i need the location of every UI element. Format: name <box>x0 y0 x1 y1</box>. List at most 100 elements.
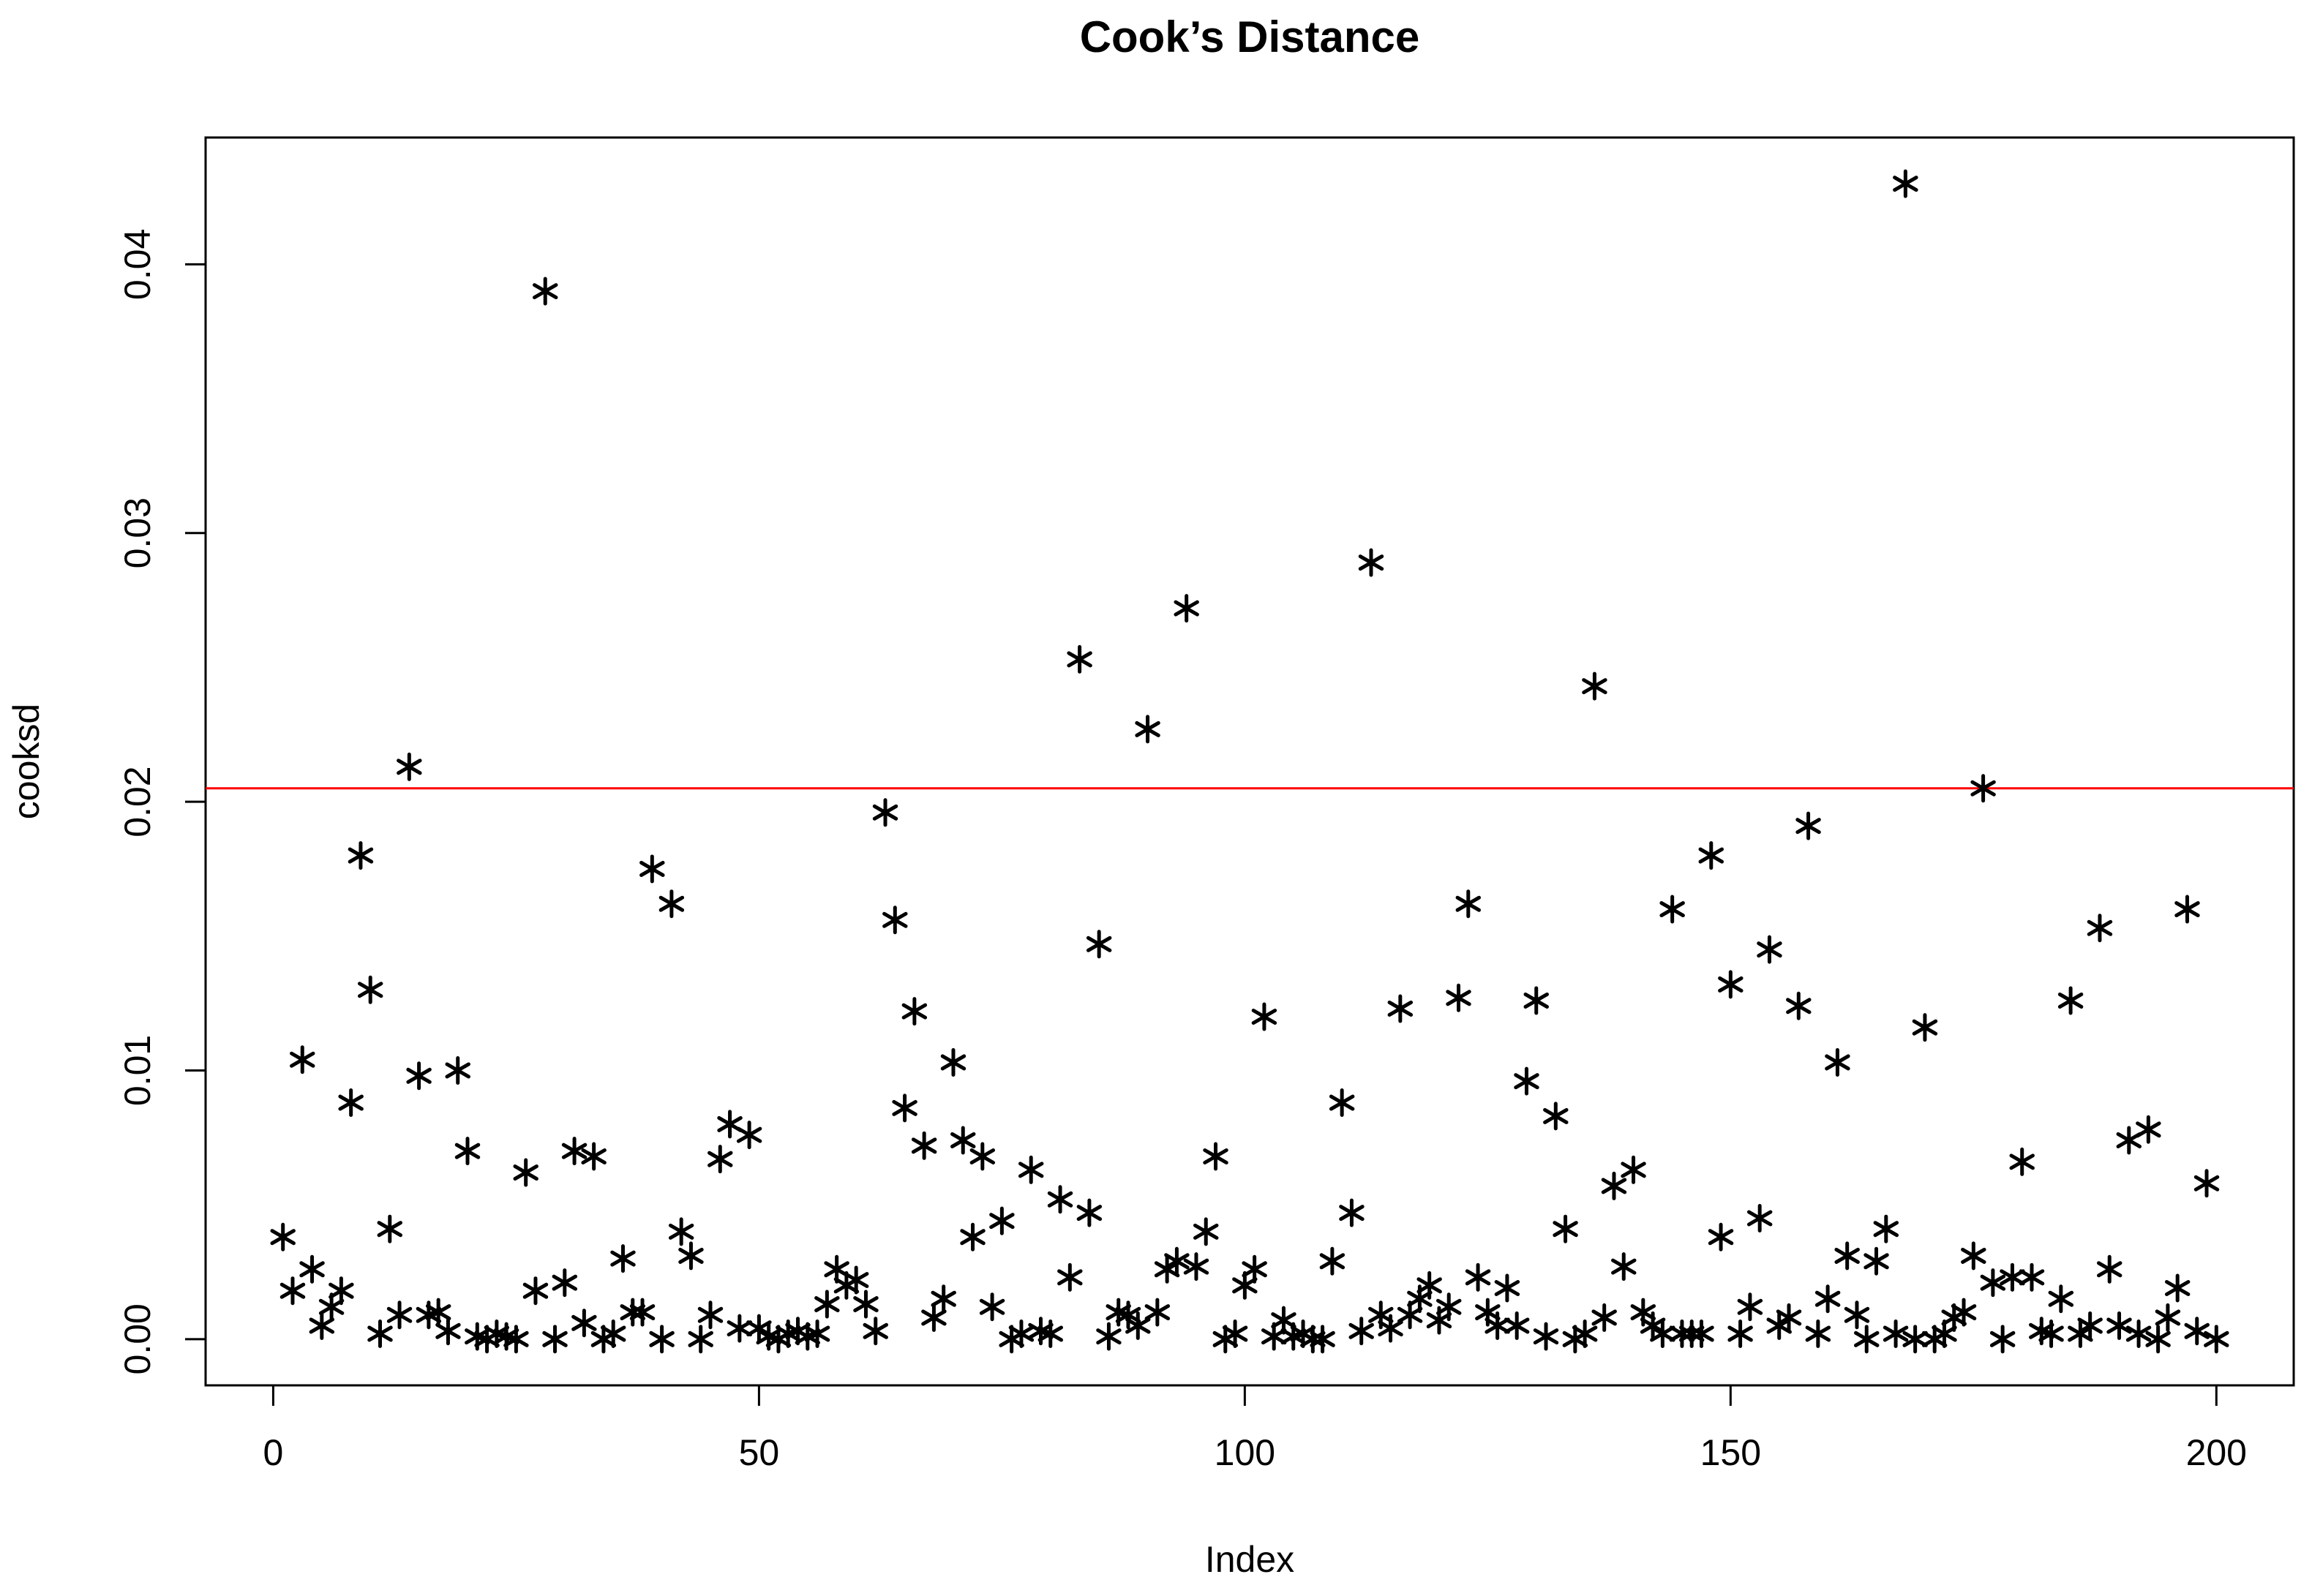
point <box>1504 1311 1530 1340</box>
point <box>1718 970 1744 999</box>
point <box>1902 1325 1928 1354</box>
y-tick-label: 0.02 <box>117 766 158 837</box>
point <box>863 1317 888 1346</box>
point <box>299 1254 325 1284</box>
point <box>318 1292 345 1322</box>
point <box>1358 548 1384 577</box>
point <box>406 1061 432 1091</box>
point <box>309 1311 335 1340</box>
x-tick-label: 50 <box>739 1432 780 1473</box>
point <box>1339 1198 1365 1227</box>
x-axis-label: Index <box>1205 1539 1294 1580</box>
point <box>610 1244 636 1273</box>
point <box>1348 1317 1374 1346</box>
point <box>1242 1254 1267 1284</box>
x-tick-label: 150 <box>1700 1432 1761 1473</box>
point <box>1805 1319 1831 1348</box>
point <box>1746 1204 1773 1232</box>
point <box>1533 1322 1559 1351</box>
point <box>2193 1169 2220 1198</box>
x-tick-label: 0 <box>263 1432 284 1473</box>
point <box>1047 1185 1073 1214</box>
point <box>581 1142 607 1171</box>
point <box>1689 1319 1714 1348</box>
point <box>397 752 422 781</box>
point <box>804 1319 830 1348</box>
point <box>736 1121 762 1150</box>
point <box>533 276 558 306</box>
point <box>1193 1217 1219 1246</box>
point <box>2068 1319 2093 1348</box>
point <box>658 889 685 919</box>
x-tick-label: 100 <box>1215 1432 1275 1473</box>
point <box>2164 1273 2191 1303</box>
point <box>1174 594 1199 623</box>
point <box>1825 1047 1850 1077</box>
point <box>1154 1254 1180 1284</box>
point <box>1319 1246 1345 1276</box>
point <box>814 1290 840 1319</box>
point <box>1076 1198 1103 1227</box>
point <box>2057 986 2084 1015</box>
point <box>552 1268 578 1298</box>
point <box>629 1298 656 1327</box>
point <box>1144 1298 1171 1327</box>
point <box>1523 986 1549 1015</box>
point <box>386 1300 413 1330</box>
point <box>279 1276 306 1306</box>
point <box>1854 1325 1880 1354</box>
point <box>1057 1262 1083 1292</box>
point <box>571 1309 597 1338</box>
point <box>1795 811 1821 840</box>
point <box>1271 1306 1296 1335</box>
point <box>1096 1322 1122 1351</box>
point <box>2000 1262 2025 1292</box>
point <box>1776 1303 1802 1332</box>
point <box>1757 935 1782 964</box>
point <box>1455 889 1482 919</box>
point <box>1543 1102 1569 1131</box>
point <box>1183 1252 1209 1281</box>
point <box>2019 1262 2045 1292</box>
point <box>1446 983 1471 1012</box>
point <box>1814 1284 1841 1314</box>
point <box>1970 774 1996 803</box>
point <box>2174 895 2200 924</box>
point <box>620 1298 645 1327</box>
point <box>2048 1284 2074 1314</box>
point <box>1659 895 1685 924</box>
point <box>1669 1319 1695 1348</box>
point <box>513 1158 538 1187</box>
point <box>367 1319 393 1348</box>
point <box>503 1325 529 1354</box>
point <box>2009 1147 2035 1176</box>
point <box>1067 644 1092 674</box>
point <box>1037 1319 1063 1348</box>
y-tick-label: 0.03 <box>117 497 158 568</box>
point <box>2087 914 2113 943</box>
point <box>1601 1171 1627 1200</box>
point <box>931 1284 956 1314</box>
point <box>1222 1319 1248 1348</box>
point <box>911 1131 937 1160</box>
point <box>853 1290 879 1319</box>
point <box>2184 1317 2210 1346</box>
point <box>1018 1155 1044 1184</box>
point <box>2097 1254 2123 1284</box>
point <box>2106 1311 2132 1340</box>
point <box>445 1055 470 1085</box>
point <box>2204 1325 2229 1354</box>
point <box>1893 169 1918 198</box>
point <box>979 1292 1005 1322</box>
point <box>1708 1222 1734 1251</box>
point <box>1611 1252 1637 1281</box>
point <box>1135 715 1160 744</box>
point <box>1416 1271 1442 1300</box>
point <box>2145 1325 2171 1354</box>
point <box>1834 1241 1860 1271</box>
point <box>542 1325 568 1354</box>
point <box>1125 1311 1151 1340</box>
point <box>2125 1319 2152 1348</box>
